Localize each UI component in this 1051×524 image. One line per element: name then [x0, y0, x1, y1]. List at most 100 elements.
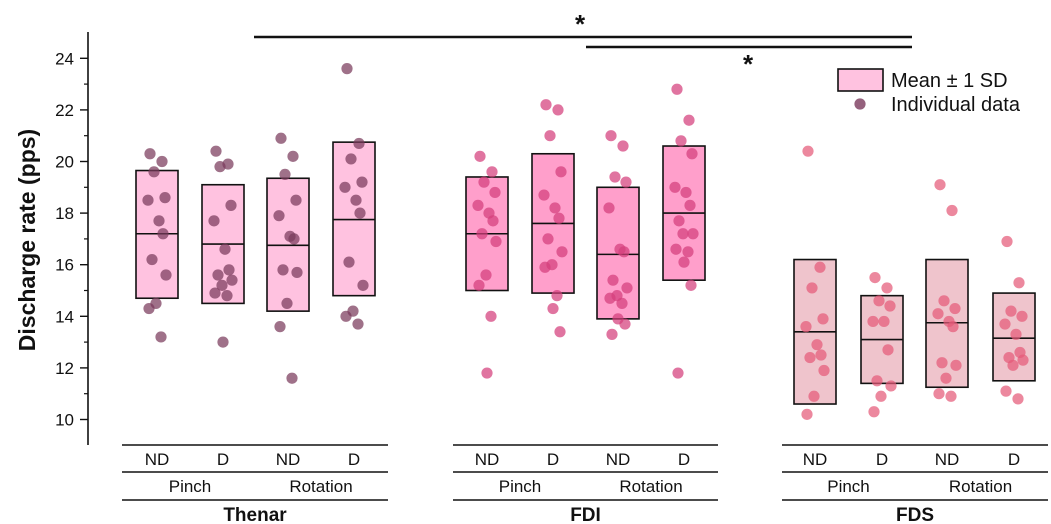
data-point-fdi-pinch-nd-11 — [485, 310, 497, 322]
data-point-thenar-rotation-nd-0 — [275, 132, 287, 144]
data-point-fds-pinch-nd-5 — [811, 339, 823, 351]
muscle-label-fds: FDS — [896, 505, 934, 524]
data-point-fdi-rotation-d-4 — [669, 181, 681, 193]
data-point-fds-pinch-nd-8 — [818, 364, 830, 377]
data-point-thenar-pinch-nd-5 — [153, 215, 165, 227]
task-label-thenar-pinch: Pinch — [169, 477, 212, 496]
data-point-fds-rotation-d-3 — [1016, 310, 1028, 322]
data-point-fds-pinch-d-3 — [884, 300, 896, 312]
y-tick-label-10: 10 — [55, 411, 74, 430]
data-point-thenar-rotation-nd-10 — [274, 321, 286, 333]
data-point-fdi-pinch-d-10 — [539, 261, 551, 273]
data-point-fds-pinch-d-9 — [875, 390, 887, 402]
data-point-fdi-rotation-nd-4 — [603, 202, 615, 214]
y-tick-label-16: 16 — [55, 256, 74, 275]
data-point-fds-rotation-d-8 — [1017, 354, 1029, 366]
data-point-thenar-pinch-nd-10 — [143, 302, 155, 315]
legend-point-swatch — [854, 98, 866, 110]
condition-label-fds-rotation-nd: ND — [935, 450, 960, 469]
condition-label-thenar-pinch-nd: ND — [145, 450, 170, 469]
data-point-fds-pinch-d-5 — [878, 315, 890, 328]
data-point-thenar-pinch-d-3 — [225, 199, 237, 211]
data-point-thenar-pinch-d-9 — [216, 279, 228, 291]
data-point-fdi-pinch-nd-12 — [481, 367, 493, 379]
data-point-fdi-rotation-nd-10 — [604, 292, 616, 304]
data-point-thenar-rotation-d-3 — [356, 176, 368, 188]
data-point-fdi-pinch-d-4 — [538, 189, 550, 201]
data-point-thenar-rotation-nd-11 — [286, 372, 298, 384]
data-point-thenar-pinch-nd-0 — [144, 148, 156, 160]
data-point-thenar-pinch-nd-7 — [146, 253, 158, 266]
data-point-thenar-rotation-nd-7 — [277, 264, 289, 276]
data-point-thenar-rotation-nd-1 — [287, 150, 299, 162]
condition-label-fdi-pinch-nd: ND — [475, 450, 500, 469]
data-point-fdi-pinch-d-3 — [555, 166, 567, 178]
data-point-fds-rotation-nd-8 — [950, 359, 962, 371]
data-point-fds-pinch-nd-7 — [804, 351, 816, 364]
data-point-fdi-rotation-d-8 — [687, 228, 699, 240]
condition-label-fds-pinch-d: D — [876, 450, 888, 469]
condition-label-fds-pinch-nd: ND — [803, 450, 828, 469]
data-point-fdi-rotation-nd-1 — [617, 140, 629, 152]
y-tick-label-20: 20 — [55, 153, 74, 172]
condition-label-fdi-rotation-nd: ND — [606, 450, 631, 469]
data-point-fdi-rotation-nd-7 — [607, 274, 619, 286]
data-point-fdi-rotation-nd-11 — [616, 297, 628, 309]
data-point-thenar-rotation-nd-4 — [273, 210, 285, 222]
data-point-fds-pinch-d-10 — [868, 406, 880, 418]
data-point-fdi-pinch-d-6 — [553, 212, 565, 224]
data-point-fds-rotation-nd-11 — [945, 390, 957, 402]
data-point-thenar-rotation-nd-3 — [290, 194, 302, 206]
data-point-fdi-rotation-d-2 — [675, 135, 687, 147]
data-point-fdi-rotation-nd-14 — [606, 328, 618, 340]
data-point-thenar-rotation-nd-8 — [291, 266, 303, 279]
data-point-thenar-rotation-nd-9 — [281, 297, 293, 309]
data-point-fdi-pinch-d-0 — [540, 99, 552, 111]
data-point-thenar-pinch-nd-1 — [156, 155, 168, 168]
data-point-fdi-rotation-nd-2 — [609, 171, 621, 183]
data-point-fdi-rotation-nd-0 — [605, 130, 617, 142]
condition-label-thenar-rotation-nd: ND — [276, 450, 301, 469]
data-point-fdi-rotation-d-6 — [684, 199, 696, 211]
data-point-fds-pinch-d-0 — [869, 272, 881, 284]
data-point-fds-pinch-d-6 — [882, 344, 894, 356]
condition-label-fdi-pinch-d: D — [547, 450, 559, 469]
data-point-fds-rotation-d-11 — [1012, 393, 1024, 405]
data-point-fds-rotation-nd-4 — [932, 308, 944, 320]
data-point-fdi-pinch-nd-2 — [478, 176, 490, 188]
data-point-fds-pinch-d-8 — [885, 380, 897, 392]
data-point-thenar-rotation-d-5 — [350, 194, 362, 206]
y-tick-label-12: 12 — [55, 359, 74, 378]
data-point-fds-pinch-d-1 — [881, 282, 893, 294]
data-point-fds-rotation-d-2 — [1005, 305, 1017, 317]
data-point-fds-rotation-d-9 — [1007, 359, 1019, 371]
data-point-thenar-rotation-d-10 — [340, 310, 352, 322]
data-point-fdi-pinch-nd-1 — [486, 166, 498, 178]
task-label-fds-pinch: Pinch — [827, 477, 870, 496]
data-point-fds-rotation-nd-10 — [933, 388, 945, 400]
data-point-thenar-pinch-nd-2 — [148, 166, 160, 178]
task-label-fdi-pinch: Pinch — [499, 477, 542, 496]
data-point-fdi-rotation-d-13 — [685, 279, 697, 291]
data-point-fds-rotation-d-10 — [1000, 385, 1012, 397]
legend-label-mean-sd: Mean ± 1 SD — [891, 70, 1008, 92]
data-point-fdi-rotation-nd-8 — [621, 282, 633, 294]
task-label-thenar-rotation: Rotation — [289, 477, 352, 496]
data-point-fdi-pinch-d-7 — [542, 233, 554, 245]
sig-star-thenar-fds: * — [575, 9, 586, 39]
data-point-fdi-rotation-d-12 — [678, 256, 690, 268]
data-point-fdi-rotation-d-0 — [671, 83, 683, 95]
data-point-fds-pinch-nd-1 — [814, 261, 826, 273]
data-point-fdi-pinch-d-11 — [551, 290, 563, 302]
y-tick-label-24: 24 — [55, 49, 74, 68]
data-point-thenar-pinch-d-4 — [208, 215, 220, 227]
data-point-thenar-pinch-d-6 — [223, 264, 235, 276]
data-point-fds-pinch-d-4 — [867, 315, 879, 328]
legend-box-swatch — [837, 68, 884, 92]
box-layer — [135, 141, 1036, 405]
data-point-fdi-pinch-nd-10 — [473, 279, 485, 291]
data-point-thenar-pinch-d-2 — [214, 161, 226, 173]
data-point-thenar-pinch-d-8 — [226, 274, 238, 286]
